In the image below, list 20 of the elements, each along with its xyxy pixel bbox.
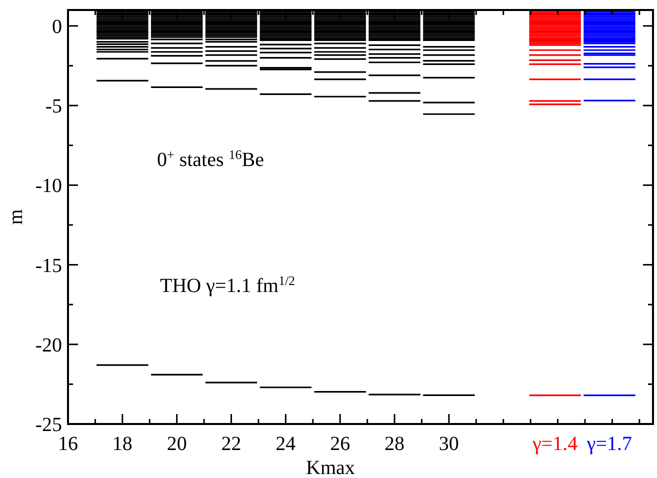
y-tick-label: -25 bbox=[35, 414, 62, 436]
x-tick-label: 20 bbox=[166, 433, 187, 455]
y-tick-label: -10 bbox=[35, 175, 62, 198]
x-tick-label: 22 bbox=[221, 433, 242, 455]
x-tick-label: 30 bbox=[438, 433, 459, 455]
x-tick-label: 18 bbox=[112, 433, 132, 455]
annotation: THO γ=1.1 fm$^{1/2}$ bbox=[160, 272, 296, 297]
x-tick-label: 24 bbox=[276, 433, 296, 455]
y-tick-label: -15 bbox=[35, 254, 62, 277]
series-label: γ=1.7 bbox=[586, 433, 632, 455]
x-tick-label: 26 bbox=[330, 433, 350, 455]
series-label: γ=1.4 bbox=[531, 433, 578, 455]
y-axis-title: m bbox=[5, 208, 27, 225]
x-tick-label: 16 bbox=[58, 433, 78, 455]
y-tick-label: -20 bbox=[35, 334, 62, 356]
x-tick-label: 28 bbox=[384, 433, 405, 455]
annotation: 0$^{+}$ states $^{16}$Be bbox=[157, 146, 264, 171]
y-tick-label: -5 bbox=[45, 96, 62, 118]
y-tick-label: 0 bbox=[52, 16, 62, 38]
x-axis-title: Kmax bbox=[306, 457, 355, 478]
